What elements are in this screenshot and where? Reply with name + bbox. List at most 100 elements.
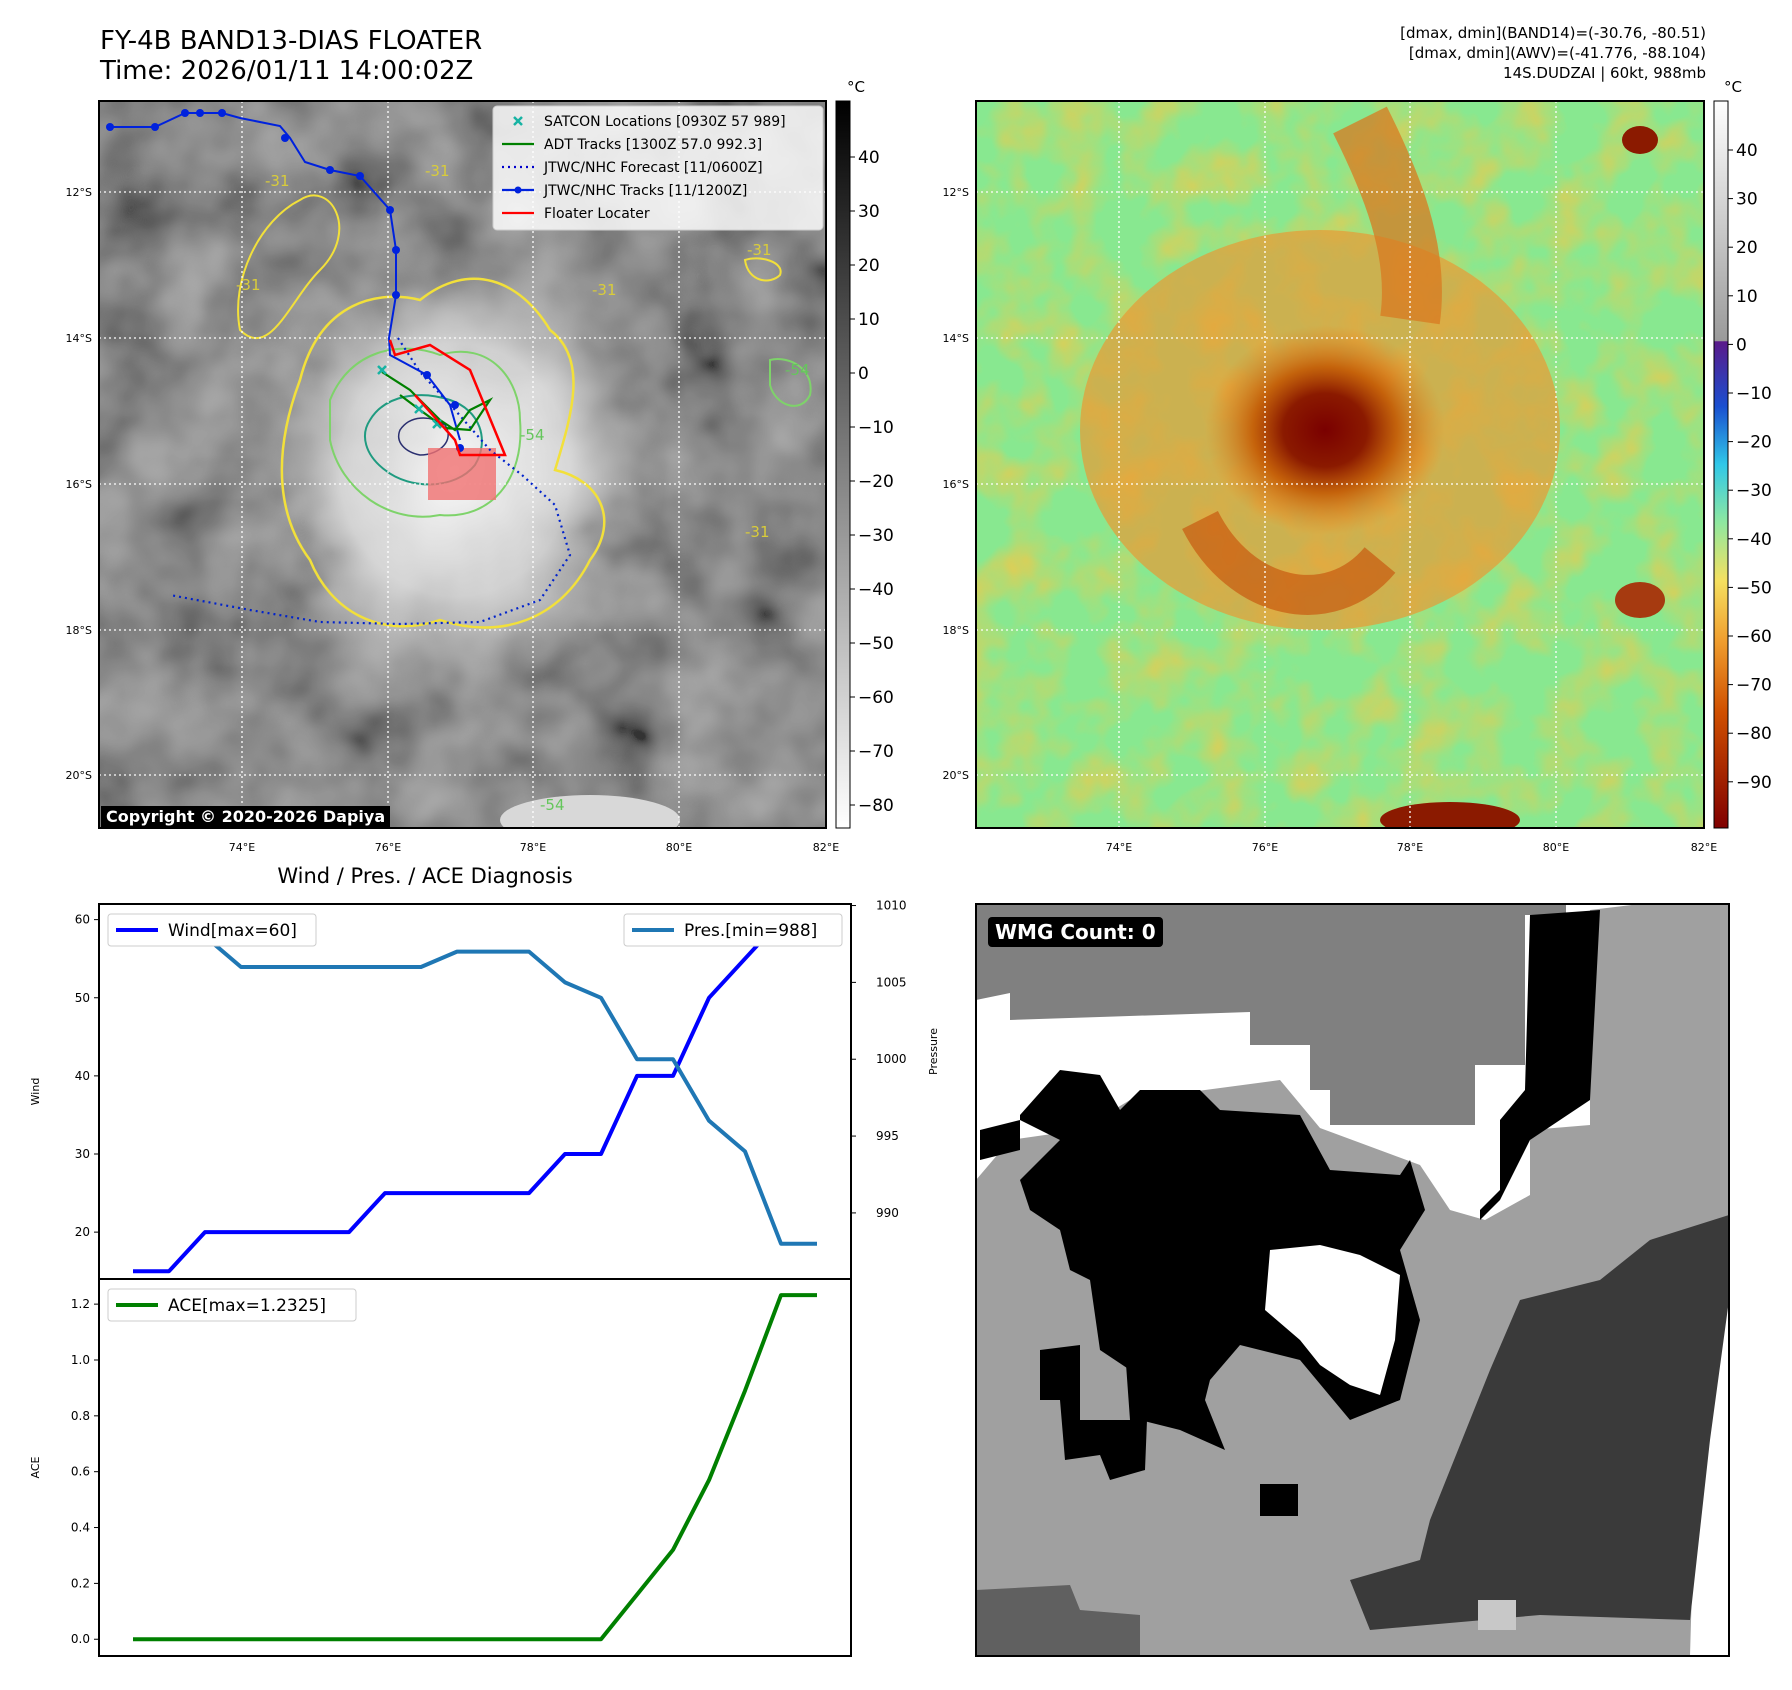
satcon-locations — [377, 365, 442, 429]
wv-cell-ne — [1622, 126, 1658, 154]
y-tick-label: 20 — [75, 1225, 90, 1239]
copyright-badge: Copyright © 2020-2026 Dapiya — [101, 806, 391, 827]
ace-series-line — [133, 1293, 817, 1642]
legend-marker-x — [513, 116, 523, 126]
chart-legend-box — [107, 913, 317, 947]
wmg-black-north — [1480, 910, 1600, 1220]
wv-colorbar: 40 30 20 10 0 −10 −20 −30 −40 −50 −60 −70 −80 −90 — [1713, 100, 1772, 829]
ir-colorbar-tick-label: 30 — [858, 202, 880, 222]
ir-contour-label-7: -54 — [785, 361, 810, 379]
wv-lon-label: 78°E — [1397, 841, 1423, 854]
ir-colorbar-gradient — [835, 100, 851, 829]
ace-frame — [98, 1278, 852, 1657]
ir-contour-label-6: -31 — [745, 523, 770, 541]
dmax-band14-text: [dmax, dmin](BAND14)=(-30.76, -80.51) — [1400, 24, 1706, 42]
ir-lat-label: 20°S — [66, 769, 92, 782]
wind-pressure-frame — [98, 903, 852, 1280]
wv-lat-label: 18°S — [943, 624, 969, 637]
chart-legend: Pres.[min=988] — [623, 913, 843, 947]
chart-legend-box — [107, 1288, 357, 1322]
wv-gridlines — [976, 101, 1704, 828]
ir-legend-label: ADT Tracks [1300Z 57.0 992.3] — [544, 137, 762, 153]
wv-lon-label: 76°E — [1252, 841, 1278, 854]
floater-box — [428, 448, 496, 500]
jtwc-forecast-track — [169, 337, 572, 626]
ir-lat-label: 14°S — [66, 332, 92, 345]
ir-colorbar-tick-label: 10 — [858, 310, 880, 330]
chart-title: Wind / Pres. / ACE Diagnosis — [277, 864, 572, 888]
ir-legend-label: JTWC/NHC Tracks [11/1200Z] — [543, 183, 747, 199]
ir-lon-label: 78°E — [520, 841, 546, 854]
ir-contour-label-4: -31 — [747, 241, 772, 259]
ir-legend-item: Floater Locater — [502, 206, 650, 222]
ir-contour-label-5: -31 — [592, 281, 617, 299]
pres-series-line — [133, 918, 817, 1246]
y2-tick-label: 995 — [876, 1129, 899, 1143]
wv-lat-label: 14°S — [943, 332, 969, 345]
y-axis-label: Wind — [29, 1078, 42, 1106]
y-tick-label: 40 — [75, 1069, 90, 1083]
wv-colorbar-tick-label: −30 — [1736, 481, 1772, 501]
chart-legend: ACE[max=1.2325] — [107, 1288, 357, 1322]
chart-legend-label: Wind[max=60] — [168, 921, 297, 941]
wv-colorbar-tick-label: −60 — [1736, 627, 1772, 647]
wmg-panel-frame — [975, 903, 1730, 1657]
ir-contour-label-3: -31 — [236, 276, 261, 294]
ir-contour-yellow-nw — [237, 194, 341, 339]
y-axis-label: ACE — [29, 1456, 42, 1478]
wv-lat-label: 16°S — [943, 478, 969, 491]
ir-contour-label-9: -54 — [540, 796, 565, 814]
wv-colorbar-tick-label: −80 — [1736, 724, 1772, 744]
ace-chart: 0.0 0.2 0.4 0.6 0.8 1.0 1.2 ACE ACE[max=1.2325] — [29, 1278, 852, 1657]
y-tick-label: 0.4 — [71, 1521, 90, 1535]
wind-pressure-chart: 20 30 40 50 60 990 995 1000 1005 1010 Wind Pressure… — [29, 864, 940, 1280]
wv-colorbar-tick-label: 30 — [1736, 190, 1758, 210]
y-tick-label: 0.8 — [71, 1409, 90, 1423]
ir-contour-green — [329, 347, 522, 518]
ir-contour-yellow-ne — [743, 257, 782, 282]
wv-panel — [976, 101, 1704, 828]
ir-south-cloud — [500, 795, 680, 828]
ir-contour-label-2: -31 — [425, 162, 450, 180]
y2-tick-label: 1010 — [876, 899, 907, 913]
ir-legend-item: JTWC/NHC Forecast [11/0600Z] — [502, 160, 763, 176]
ir-colorbar-tick-label: 0 — [858, 364, 869, 384]
ir-lon-label: 74°E — [229, 841, 255, 854]
wv-colorbar-tick-label: −10 — [1736, 384, 1772, 404]
ir-lon-label: 76°E — [375, 841, 401, 854]
wv-cyclone-core — [1205, 325, 1445, 535]
wv-colorbar-tick-label: −90 — [1736, 773, 1772, 793]
wv-colorbar-gradient — [1713, 100, 1729, 829]
ir-lat-label: 12°S — [66, 186, 92, 199]
ir-colorbar-tick-label: −20 — [858, 472, 894, 492]
legend-marker-dot — [514, 186, 522, 194]
ir-legend-label: SATCON Locations [0930Z 57 989] — [544, 114, 786, 130]
wmg-count-badge: WMG Count: 0 — [988, 917, 1163, 947]
wv-north-band — [1333, 106, 1442, 325]
wv-lon-label: 74°E — [1106, 841, 1132, 854]
ir-colorbar-tick-label: 40 — [858, 148, 880, 168]
wv-colorbar-tick-label: 40 — [1736, 141, 1758, 161]
wmg-panel — [976, 904, 1729, 1656]
chart-legend-label: Pres.[min=988] — [684, 921, 817, 941]
wv-colorbar-tick-label: 0 — [1736, 335, 1747, 355]
ir-contour-label-1: -31 — [265, 172, 290, 190]
chart-legend-label: ACE[max=1.2325] — [168, 1296, 326, 1316]
figure-title-line2: Time: 2026/01/11 14:00:02Z — [100, 56, 474, 86]
ir-legend-box — [492, 105, 824, 231]
y-tick-label: 1.0 — [71, 1353, 90, 1367]
wv-lon-label: 80°E — [1543, 841, 1569, 854]
ir-colorbar-tick-label: −50 — [858, 634, 894, 654]
ir-legend-label: Floater Locater — [544, 206, 650, 222]
floater-locater-track — [388, 339, 507, 457]
y-tick-label: 0.2 — [71, 1576, 90, 1590]
y2-tick-label: 1000 — [876, 1052, 907, 1066]
ir-legend-item: ADT Tracks [1300Z 57.0 992.3] — [502, 137, 762, 153]
y2-tick-label: 1005 — [876, 975, 907, 989]
wv-spiral-band — [1182, 510, 1396, 615]
wv-lon-label: 82°E — [1691, 841, 1717, 854]
y2-axis-label: Pressure — [927, 1028, 940, 1075]
ir-contour-green-e — [769, 358, 812, 407]
wv-colorbar-tick-label: 20 — [1736, 238, 1758, 258]
